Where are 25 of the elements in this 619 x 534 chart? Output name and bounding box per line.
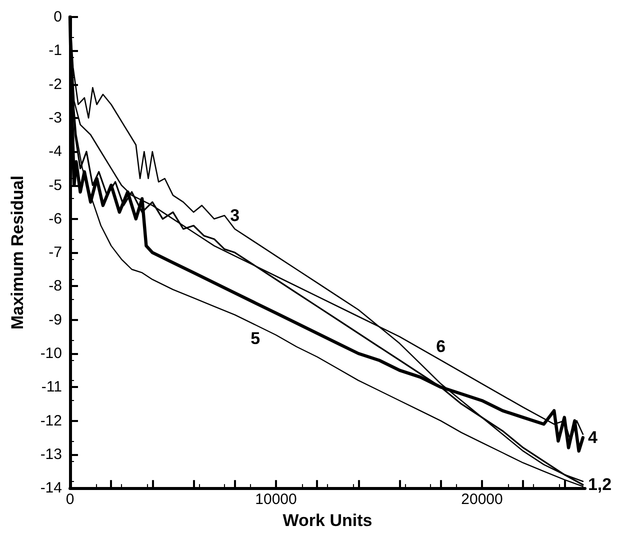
y-tick-label: -1 — [48, 42, 62, 60]
x-tick-label: 0 — [66, 491, 74, 508]
x-tick-label: 20000 — [461, 491, 503, 508]
x-tick-label: 10000 — [255, 491, 297, 508]
y-tick-label: -2 — [48, 76, 62, 93]
y-tick-label: -13 — [40, 446, 62, 463]
series-label: 4 — [588, 428, 598, 448]
y-axis-title: Maximum Residual — [8, 176, 27, 330]
y-tick-label: -4 — [48, 143, 62, 160]
series-label: 1,2 — [588, 475, 612, 494]
series-label: 5 — [250, 328, 260, 348]
series-label: 6 — [436, 337, 446, 356]
y-tick-label: -14 — [40, 480, 62, 497]
y-tick-label: 0 — [54, 8, 62, 26]
y-tick-label: -5 — [48, 176, 62, 194]
y-tick-label: -7 — [48, 244, 62, 262]
y-tick-label: -10 — [40, 345, 62, 362]
y-tick-label: -8 — [48, 278, 62, 295]
y-tick-label: -6 — [48, 210, 62, 228]
y-tick-label: -11 — [41, 378, 62, 396]
y-tick-label: -3 — [48, 109, 62, 126]
y-tick-label: -9 — [48, 311, 62, 328]
series-label: 3 — [230, 206, 240, 225]
y-tick-label: -12 — [40, 412, 62, 430]
x-axis-title: Work Units — [282, 511, 372, 530]
